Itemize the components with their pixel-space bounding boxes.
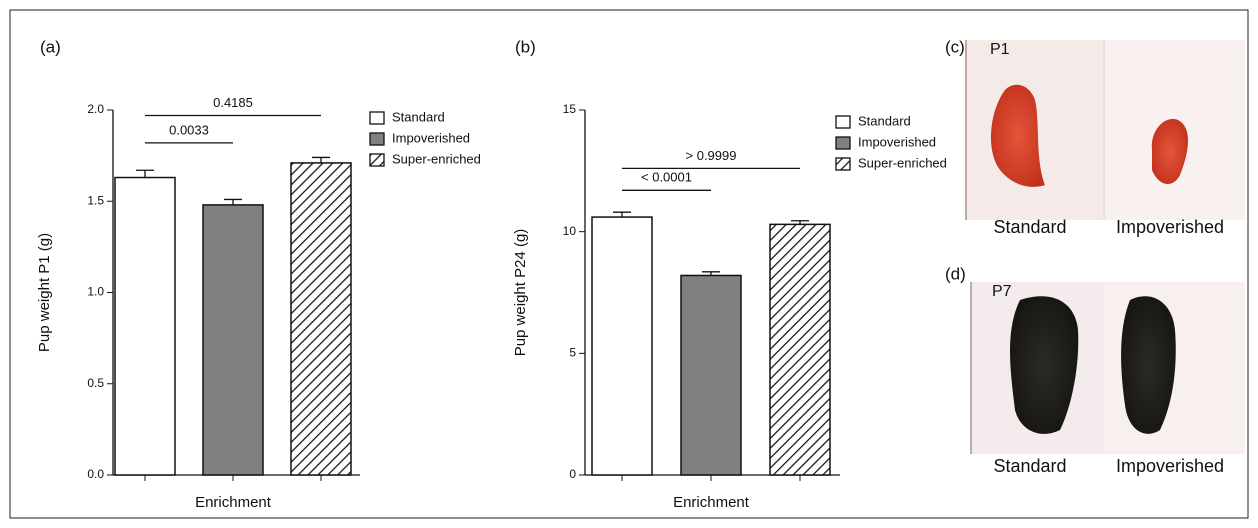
x-axis-label: Enrichment xyxy=(673,494,750,511)
legend-label: Super-enriched xyxy=(858,155,947,170)
legend-swatch xyxy=(369,153,385,167)
panel-label: (a) xyxy=(40,37,61,56)
y-tick-label: 5 xyxy=(569,346,576,360)
panel-label: (b) xyxy=(515,37,536,56)
panel-label: (d) xyxy=(945,264,966,283)
y-tick-label: 15 xyxy=(563,102,577,116)
y-tick-label: 0.0 xyxy=(87,467,104,481)
legend-swatch xyxy=(835,136,851,150)
legend-swatch xyxy=(369,132,385,146)
y-tick-label: 1.5 xyxy=(87,193,104,207)
y-tick-label: 1.0 xyxy=(87,285,104,299)
legend-swatch xyxy=(835,157,851,171)
p-value-label: < 0.0001 xyxy=(641,170,692,185)
frame xyxy=(9,9,1249,519)
p-value-label: 0.4185 xyxy=(213,95,253,110)
bar xyxy=(769,223,831,476)
panel-label: (c) xyxy=(945,37,965,56)
photo-label: Standard xyxy=(993,456,1066,476)
y-axis-label: Pup weight P1 (g) xyxy=(36,233,53,352)
bar xyxy=(290,162,352,476)
photo-label: Impoverished xyxy=(1116,217,1224,237)
p-value-label: 0.0033 xyxy=(169,122,209,137)
legend-swatch xyxy=(369,111,385,125)
y-tick-label: 10 xyxy=(563,224,577,238)
legend-label: Impoverished xyxy=(858,134,936,149)
x-axis-label: Enrichment xyxy=(195,494,272,511)
legend-label: Super-enriched xyxy=(392,151,481,166)
bar xyxy=(202,204,264,476)
photo-label: Impoverished xyxy=(1116,456,1224,476)
legend-label: Standard xyxy=(392,109,445,124)
stage-label: P1 xyxy=(990,41,1010,58)
y-tick-label: 2.0 xyxy=(87,102,104,116)
bar xyxy=(591,216,653,476)
photo-label: Standard xyxy=(993,217,1066,237)
legend-label: Impoverished xyxy=(392,130,470,145)
y-tick-label: 0 xyxy=(569,467,576,481)
photo-d xyxy=(970,282,1245,454)
y-tick-label: 0.5 xyxy=(87,376,104,390)
p-value-label: > 0.9999 xyxy=(686,148,737,163)
legend-label: Standard xyxy=(858,113,911,128)
bar xyxy=(680,274,742,476)
photo-c xyxy=(965,40,1245,220)
y-axis-label: Pup weight P24 (g) xyxy=(512,229,529,357)
stage-label: P7 xyxy=(992,283,1012,300)
bar xyxy=(114,176,176,476)
legend-swatch xyxy=(835,115,851,129)
